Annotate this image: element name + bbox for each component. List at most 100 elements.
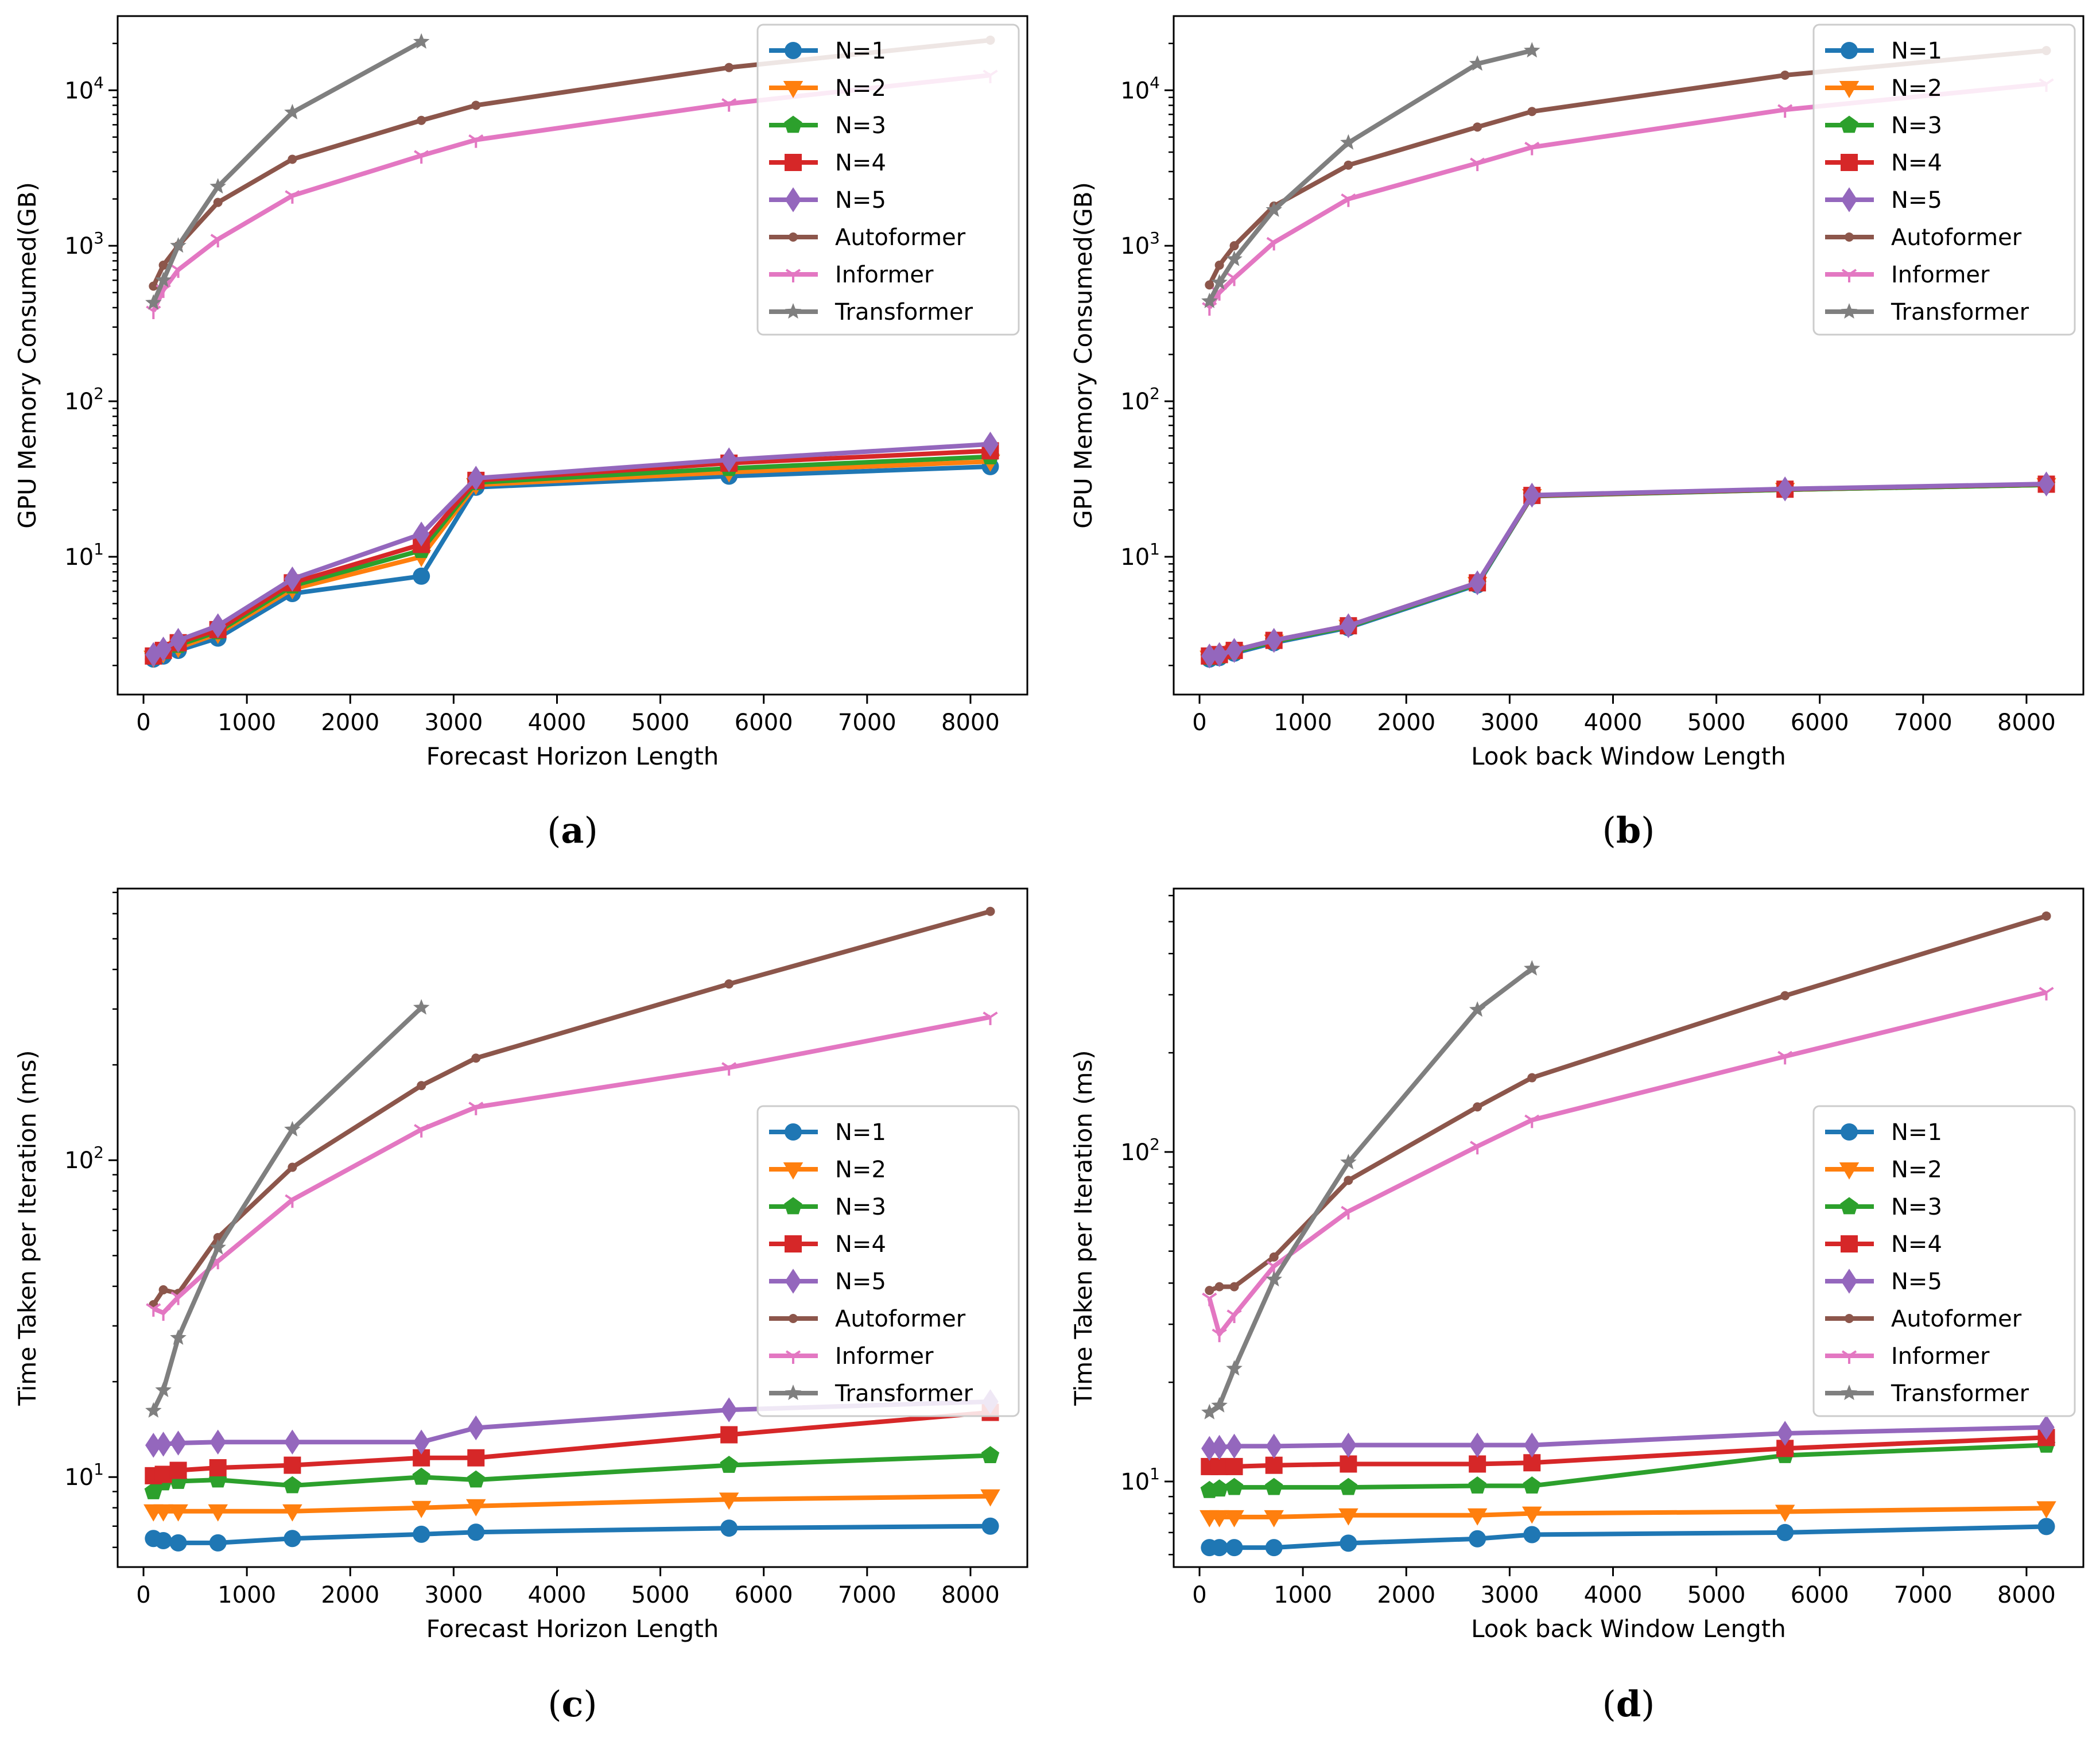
data-point-n-5 [1201, 643, 1218, 669]
legend-label-n-3: N=3 [1891, 113, 1942, 139]
data-point-n-3 [467, 1470, 485, 1488]
legend-marker-informer [785, 1350, 801, 1364]
legend-label-transformer: Transformer [1891, 1381, 2029, 1407]
y-tick-label: 101 [64, 540, 104, 571]
legend-label-n-4: N=4 [1891, 1231, 1942, 1258]
x-tick-label: 4000 [528, 709, 587, 736]
data-point-informer [1470, 157, 1485, 172]
legend-marker-n-2 [1839, 81, 1860, 98]
y-axis-label: Time Taken per Iteration (ms) [13, 1050, 41, 1406]
legend-label-transformer: Transformer [834, 299, 973, 325]
x-tick-label: 6000 [1791, 709, 1849, 736]
data-point-transformer [284, 103, 301, 120]
data-point-n-2 [1522, 1506, 1542, 1524]
data-point-informer [1524, 1114, 1540, 1129]
legend-marker-n-4 [1841, 1235, 1858, 1252]
legend-label-n-1: N=1 [835, 1119, 886, 1146]
panel-caption: (b) [1602, 809, 1655, 851]
x-tick-label: 2000 [1377, 1582, 1435, 1608]
data-point-informer [1226, 1309, 1242, 1323]
legend-label-informer: Informer [1891, 1343, 1990, 1370]
data-point-n-3 [1468, 1476, 1486, 1494]
x-tick-label: 2000 [321, 1582, 379, 1608]
legend-marker-n-4 [785, 154, 802, 171]
data-point-autoformer [417, 115, 426, 125]
chart-panel-b: 101 102 103 104 0 1000 2000 3000 4000 5000 6000 700… [1069, 15, 2085, 851]
legend-marker-n-5 [785, 187, 802, 212]
legend-marker-transformer [1841, 303, 1858, 319]
legend-marker-informer [1841, 1350, 1857, 1364]
data-point-informer [285, 190, 300, 204]
data-point-n-4 [284, 1456, 301, 1474]
data-point-n-1 [2037, 1518, 2055, 1535]
chart-panel-d: 101 102 0 1000 2000 3000 4000 5000 6000 7000 8000 N… [1069, 887, 2085, 1725]
y-tick-label: 103 [64, 228, 104, 259]
data-point-transformer [1211, 1397, 1228, 1413]
data-point-transformer [170, 237, 187, 253]
legend-label-n-1: N=1 [1891, 1119, 1942, 1146]
data-point-autoformer [1473, 122, 1482, 132]
y-tick-label: 102 [1120, 1135, 1160, 1166]
series-n-5 [1201, 1414, 2055, 1461]
legend-marker-n-2 [1839, 1162, 1860, 1180]
data-point-n-4 [1265, 1456, 1283, 1474]
data-point-n-2 [980, 1489, 1000, 1507]
data-point-transformer [1266, 1271, 1282, 1287]
data-point-transformer [413, 33, 430, 49]
plot-frame [117, 887, 1028, 1568]
x-tick-label: 0 [136, 709, 150, 736]
legend: N=1 N=2 N=3 N=4 N=5 Autoformer Informer Transfo… [756, 1105, 1020, 1417]
legend-marker-autoformer [1845, 232, 1854, 242]
data-point-n-1 [467, 1523, 485, 1541]
legend-marker-transformer [785, 1385, 802, 1401]
legend-label-n-5: N=5 [835, 1269, 886, 1295]
data-point-informer [146, 1303, 161, 1317]
plot-frame [1173, 887, 2085, 1568]
x-tick-label: 4000 [1584, 709, 1643, 736]
legend: N=1 N=2 N=3 N=4 N=5 Autoformer Informer Transfo… [1812, 24, 2076, 336]
y-axis-label: GPU Memory Consumed(GB) [1069, 182, 1097, 529]
data-point-n-2 [1264, 1510, 1284, 1527]
data-point-autoformer [1205, 280, 1214, 290]
panel-caption: (d) [1602, 1683, 1655, 1725]
series-n-5 [1201, 471, 2055, 669]
series-autoformer [1205, 46, 2051, 290]
data-point-autoformer [1527, 1073, 1537, 1083]
data-point-informer [1266, 236, 1282, 251]
data-point-n-2 [1209, 1510, 1229, 1527]
x-tick-label: 6000 [735, 709, 793, 736]
x-tick-label: 4000 [528, 1582, 587, 1608]
data-point-n-5 [1469, 1432, 1486, 1458]
x-tick-label: 7000 [838, 1582, 896, 1608]
legend-box [756, 1105, 1020, 1417]
data-point-autoformer [1780, 991, 1790, 1001]
data-point-autoformer [1229, 1282, 1239, 1292]
plot-frame [117, 15, 1028, 696]
legend-label-n-3: N=3 [835, 1194, 886, 1220]
data-point-transformer [1211, 274, 1228, 290]
legend-label-informer: Informer [1891, 262, 1990, 288]
legend-marker-autoformer [1845, 1314, 1854, 1323]
legend-marker-n-4 [785, 1235, 802, 1252]
data-point-transformer [1469, 55, 1486, 71]
data-point-autoformer [471, 1053, 481, 1063]
data-point-transformer [1266, 201, 1282, 217]
data-point-autoformer [2041, 911, 2051, 921]
data-point-autoformer [1780, 71, 1790, 80]
x-tick-label: 2000 [321, 709, 379, 736]
legend-label-n-4: N=4 [835, 150, 886, 176]
data-point-informer [285, 1194, 300, 1208]
data-point-autoformer [1527, 107, 1537, 117]
data-point-transformer [1201, 1403, 1218, 1420]
data-point-n-2 [719, 1492, 739, 1510]
series-transformer [1201, 960, 1540, 1420]
legend-marker-informer [785, 269, 801, 282]
legend-marker-n-3 [1840, 115, 1858, 133]
series-n-2 [143, 1489, 1000, 1522]
data-point-informer [1777, 1050, 1793, 1065]
data-point-n-4 [154, 1465, 172, 1483]
data-point-n-3 [1225, 1478, 1244, 1495]
x-axis-label: Look back Window Length [1471, 742, 1786, 770]
data-point-informer [1341, 193, 1356, 207]
